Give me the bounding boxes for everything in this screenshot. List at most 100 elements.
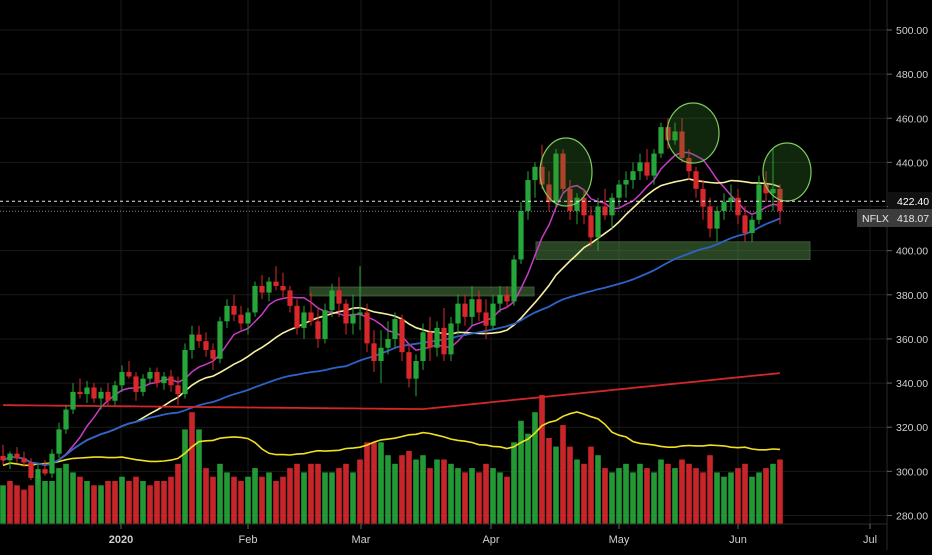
candle-body <box>427 332 433 348</box>
volume-bar <box>427 468 433 524</box>
volume-bar <box>504 476 510 524</box>
candle-body <box>707 206 713 229</box>
volume-bar <box>0 485 6 524</box>
volume-bar <box>567 446 573 524</box>
volume-bar <box>140 481 146 524</box>
volume-bar <box>700 472 706 524</box>
volume-bar <box>49 481 55 524</box>
ref-price-label: 422.40 <box>897 196 929 208</box>
candle-body <box>385 338 391 348</box>
candle-body <box>392 319 398 339</box>
volume-bar <box>497 472 503 524</box>
ma-long-line <box>2 217 781 466</box>
candle-body <box>532 166 538 181</box>
volume-bar <box>749 476 755 524</box>
volume-bar <box>308 463 314 524</box>
price-tick-label: 480.00 <box>896 69 928 81</box>
candle-body <box>406 352 412 379</box>
candle-body <box>413 361 419 379</box>
time-axis[interactable]: 2020 Feb Mar Apr May Jun Jul <box>109 524 877 546</box>
support-zone <box>535 241 811 260</box>
volume-bar <box>434 459 440 524</box>
volume-bar <box>693 468 699 524</box>
volume-bar <box>770 463 776 524</box>
candle-body <box>441 327 447 355</box>
candle-body <box>133 376 139 392</box>
candle-body <box>623 180 629 185</box>
volume-bar <box>231 476 237 524</box>
volume-bar <box>616 468 622 524</box>
candle-body <box>497 294 503 304</box>
candle-body <box>721 202 727 211</box>
volume-bar <box>623 463 629 524</box>
volume-bar <box>336 468 342 524</box>
candle-body <box>231 305 237 315</box>
candle-body <box>224 305 230 322</box>
candle-body <box>378 347 384 362</box>
volume-bar <box>154 481 160 524</box>
volume-bar <box>637 463 643 524</box>
volume-bar <box>35 476 41 524</box>
candle-body <box>581 197 587 216</box>
candle-body <box>7 453 13 461</box>
candle-body <box>42 469 48 474</box>
candle-body <box>644 162 650 176</box>
volume-bar <box>329 472 335 524</box>
ma-200-line <box>2 372 781 411</box>
volume-bar <box>168 476 174 524</box>
candle-body <box>21 458 27 463</box>
candlesticks[interactable] <box>0 118 783 485</box>
candle-body <box>651 153 657 176</box>
candle-body <box>70 391 76 410</box>
price-tick-label: 400.00 <box>896 246 928 258</box>
price-tick-label: 460.00 <box>896 113 928 125</box>
candle-body <box>322 310 328 339</box>
candle-body <box>308 312 314 322</box>
candle-body <box>658 127 664 154</box>
volume-bar <box>357 459 363 524</box>
volume-bar <box>532 412 538 524</box>
volume-bar <box>266 472 272 524</box>
volume-bar <box>581 463 587 524</box>
volume-bar <box>238 481 244 524</box>
candle-body <box>609 197 615 216</box>
pattern-highlights <box>539 102 812 207</box>
candle-body <box>399 319 405 353</box>
price-tick-label: 440.00 <box>896 157 928 169</box>
candle-body <box>63 409 69 430</box>
candle-body <box>140 378 146 392</box>
candle-body <box>182 349 188 395</box>
candle-body <box>350 314 356 324</box>
candle-body <box>763 184 769 194</box>
time-tick-label: Feb <box>239 534 258 546</box>
candle-body <box>280 285 286 291</box>
candle-body <box>637 162 643 172</box>
volume-bar <box>161 481 167 524</box>
volume-bar <box>287 468 293 524</box>
candle-body <box>168 376 174 386</box>
volume-bar <box>413 459 419 524</box>
candle-body <box>693 171 699 189</box>
candle-body <box>119 372 125 386</box>
volume-bar <box>609 472 615 524</box>
candle-body <box>77 391 83 395</box>
volume-bar <box>315 463 321 524</box>
candle-body <box>105 391 111 401</box>
volume-bar <box>665 463 671 524</box>
candle-body <box>252 285 258 313</box>
volume-bar <box>371 442 377 524</box>
volume-bar <box>259 476 265 524</box>
volume-bar <box>644 468 650 524</box>
candle-body <box>770 188 776 194</box>
volume-bar <box>14 485 20 524</box>
candle-body <box>259 285 265 293</box>
candle-body <box>203 341 209 350</box>
time-tick-label: Jun <box>729 534 747 546</box>
pattern-circle <box>666 102 720 164</box>
candle-body <box>371 343 377 362</box>
pattern-circle <box>762 142 812 202</box>
volume-bar <box>763 468 769 524</box>
last-price-label: 418.07 <box>897 213 929 225</box>
